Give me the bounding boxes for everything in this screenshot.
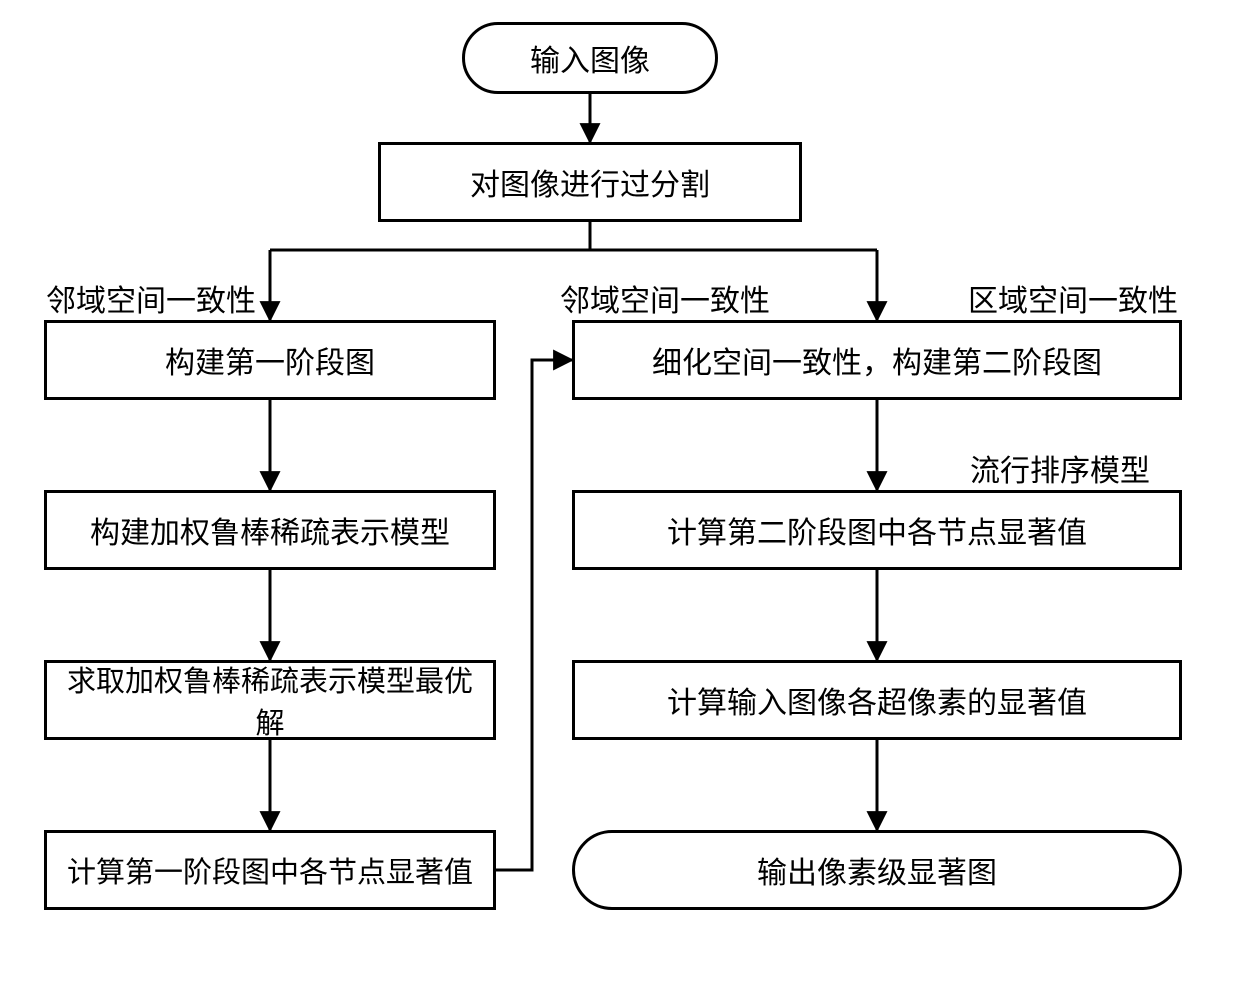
node-compute-stage1-saliency: 计算第一阶段图中各节点显著值 [44,830,496,910]
label-text: 区域空间一致性 [968,285,1178,318]
node-text: 对图像进行过分割 [470,160,710,204]
node-refine-build-stage2: 细化空间一致性，构建第二阶段图 [572,320,1182,400]
node-text: 构建加权鲁棒稀疏表示模型 [90,508,450,552]
edge-n6-n7 [496,360,572,870]
label-neighborhood-right: 邻域空间一致性 [560,276,770,320]
node-compute-stage2-saliency: 计算第二阶段图中各节点显著值 [572,490,1182,570]
label-region-consistency: 区域空间一致性 [968,276,1178,320]
node-output-saliency-map: 输出像素级显著图 [572,830,1182,910]
label-text: 邻域空间一致性 [46,285,256,318]
node-text: 细化空间一致性，构建第二阶段图 [652,338,1102,382]
node-build-stage1-graph: 构建第一阶段图 [44,320,496,400]
node-build-sparse-model: 构建加权鲁棒稀疏表示模型 [44,490,496,570]
node-text: 输出像素级显著图 [757,848,997,892]
node-input-image: 输入图像 [462,22,718,94]
node-text: 输入图像 [530,36,650,80]
node-text: 计算第一阶段图中各节点显著值 [67,849,473,891]
label-text: 邻域空间一致性 [560,285,770,318]
node-text: 计算输入图像各超像素的显著值 [667,678,1087,722]
node-text: 构建第一阶段图 [165,338,375,382]
label-manifold-ranking: 流行排序模型 [970,446,1150,490]
node-text: 求取加权鲁棒稀疏表示模型最优解 [59,658,481,742]
node-solve-sparse-model: 求取加权鲁棒稀疏表示模型最优解 [44,660,496,740]
label-text: 流行排序模型 [970,455,1150,488]
node-text: 计算第二阶段图中各节点显著值 [667,508,1087,552]
label-neighborhood-left: 邻域空间一致性 [46,276,256,320]
node-compute-superpixel-saliency: 计算输入图像各超像素的显著值 [572,660,1182,740]
node-over-segment: 对图像进行过分割 [378,142,802,222]
